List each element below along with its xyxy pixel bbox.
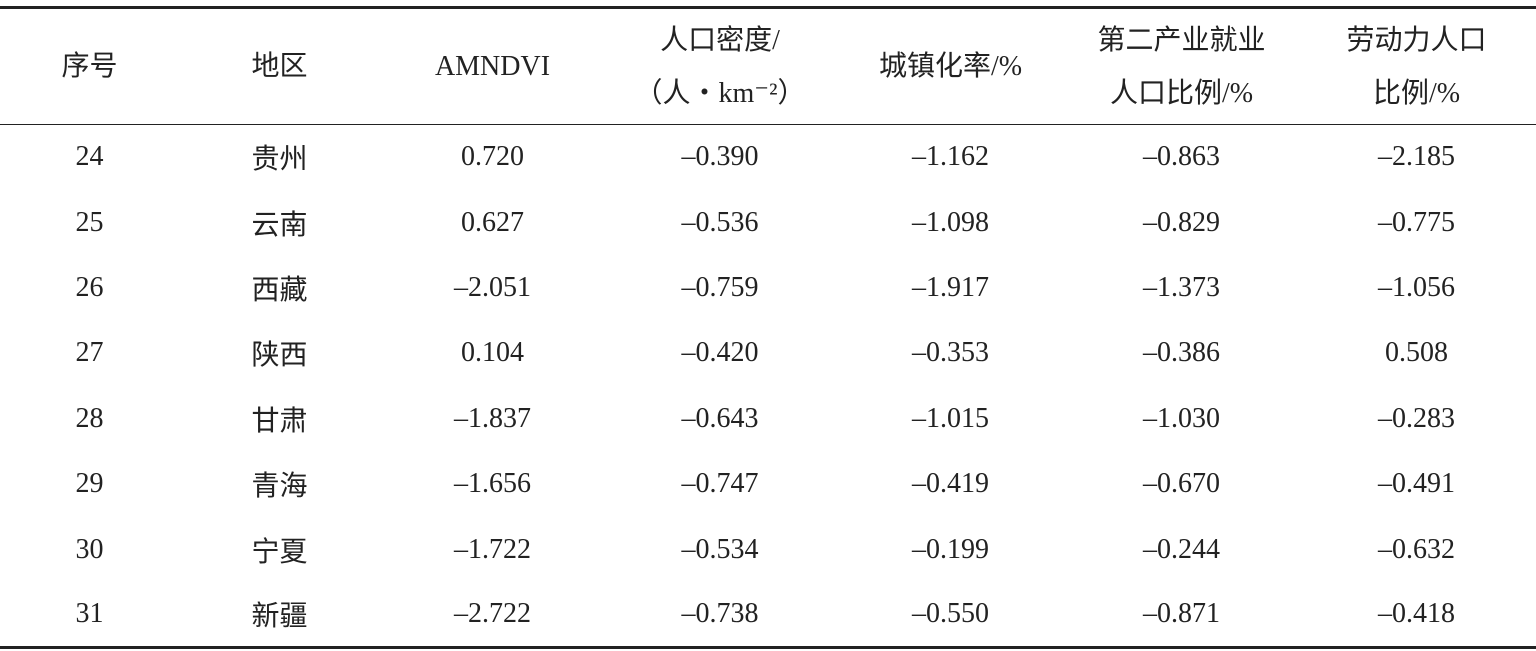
header-text: 比例/% — [1372, 77, 1461, 109]
table-cell: –2.722 — [454, 598, 531, 630]
table-cell: 27 — [75, 337, 104, 369]
table-cell: 25 — [75, 206, 104, 238]
table-row: 31 新疆 –2.722 –0.738 –0.550 –0.871 –0.418 — [0, 582, 1536, 647]
header-cell: AMNDVI — [380, 8, 605, 125]
table-cell: –0.491 — [1378, 468, 1455, 500]
table-cell: –0.199 — [912, 533, 989, 565]
table-cell: –0.871 — [1143, 598, 1220, 630]
table-cell: 31 — [75, 598, 104, 630]
header-text: 人口比例/% — [1109, 77, 1254, 109]
table-cell: 贵州 — [251, 144, 308, 176]
header-cell: 城镇化率/% — [835, 8, 1066, 125]
header-cell: 劳动力人口比例/% — [1297, 8, 1536, 125]
header-text: 地区 — [251, 51, 308, 82]
header-text: 第二产业就业 — [1097, 24, 1266, 56]
table-container: 序号 地区 AMNDVI 人口密度/ （人・km⁻²） 城镇化率/% 第二产业就业 人口比例/… — [0, 6, 1536, 649]
table-cell: 新疆 — [251, 601, 308, 633]
table-cell: –0.829 — [1143, 206, 1220, 238]
header-text: （人・km⁻²） — [634, 77, 806, 109]
table-row: 25 云南 0.627 –0.536 –1.098 –0.829 –0.775 — [0, 190, 1536, 255]
header-text: 序号 — [61, 51, 118, 82]
table-cell: 0.720 — [461, 141, 524, 173]
table-cell: –0.670 — [1143, 468, 1220, 500]
table-cell: –1.373 — [1143, 271, 1220, 303]
table-cell: –0.534 — [681, 533, 759, 565]
table-cell: –1.162 — [912, 141, 989, 173]
table-cell: –0.643 — [681, 402, 759, 434]
table-cell: –1.656 — [454, 468, 531, 500]
table-cell: 0.508 — [1385, 337, 1448, 369]
table-cell: –1.722 — [454, 533, 531, 565]
table-row: 27 陕西 0.104 –0.420 –0.353 –0.386 0.508 — [0, 321, 1536, 386]
table-cell: 云南 — [251, 209, 308, 241]
table-cell: 陕西 — [251, 340, 308, 372]
header-cell: 地区 — [179, 8, 380, 125]
table-cell: –0.419 — [912, 468, 989, 500]
table-cell: 26 — [75, 271, 104, 303]
table-cell: 28 — [75, 402, 104, 434]
table-cell: –0.759 — [681, 271, 759, 303]
table-cell: 30 — [75, 533, 104, 565]
table-header: 序号 地区 AMNDVI 人口密度/ （人・km⁻²） 城镇化率/% 第二产业就业 人口比例/… — [0, 7, 1536, 125]
table-cell: –0.418 — [1378, 598, 1455, 630]
header-cell: 序号 — [0, 8, 179, 125]
table-cell: –2.051 — [454, 271, 531, 303]
table-cell: –0.244 — [1143, 533, 1220, 565]
table-cell: –1.015 — [912, 402, 989, 434]
header-row: 序号 地区 AMNDVI 人口密度/ （人・km⁻²） 城镇化率/% 第二产业就业 人口比例/… — [0, 8, 1536, 125]
data-table: 序号 地区 AMNDVI 人口密度/ （人・km⁻²） 城镇化率/% 第二产业就业 人口比例/… — [0, 6, 1536, 649]
table-cell: –0.738 — [681, 598, 759, 630]
table-cell: –1.917 — [912, 271, 989, 303]
header-cell: 人口密度/ （人・km⁻²） — [605, 8, 835, 125]
header-text: AMNDVI — [434, 51, 551, 82]
table-row: 28 甘肃 –1.837 –0.643 –1.015 –1.030 –0.283 — [0, 386, 1536, 451]
table-cell: –0.536 — [681, 206, 759, 238]
table-cell: 甘肃 — [251, 405, 308, 437]
table-cell: 宁夏 — [251, 536, 308, 568]
table-cell: –1.098 — [912, 206, 989, 238]
table-cell: –0.353 — [912, 337, 989, 369]
table-cell: –0.386 — [1143, 337, 1220, 369]
table-cell: –0.632 — [1378, 533, 1455, 565]
table-cell: –0.390 — [681, 141, 759, 173]
table-cell: 29 — [75, 468, 104, 500]
table-cell: 0.627 — [461, 206, 524, 238]
header-cell: 第二产业就业 人口比例/% — [1066, 8, 1297, 125]
table-cell: 0.104 — [461, 337, 524, 369]
table-cell: –0.550 — [912, 598, 989, 630]
header-text: 城镇化率/% — [878, 51, 1023, 82]
header-text: 人口密度/ — [660, 24, 780, 56]
table-row: 26 西藏 –2.051 –0.759 –1.917 –1.373 –1.056 — [0, 255, 1536, 320]
table-cell: –0.747 — [681, 468, 759, 500]
table-cell: –1.056 — [1378, 271, 1455, 303]
table-cell: –0.283 — [1378, 402, 1455, 434]
table-cell: –0.775 — [1378, 206, 1455, 238]
table-cell: –2.185 — [1378, 141, 1455, 173]
table-cell: 西藏 — [251, 274, 308, 306]
table-cell: –0.420 — [681, 337, 759, 369]
table-cell: –1.837 — [454, 402, 531, 434]
header-text: 劳动力人口 — [1346, 24, 1487, 56]
table-cell: –1.030 — [1143, 402, 1220, 434]
table-row: 24 贵州 0.720 –0.390 –1.162 –0.863 –2.185 — [0, 125, 1536, 190]
table-cell: 24 — [75, 141, 104, 173]
table-body: 24 贵州 0.720 –0.390 –1.162 –0.863 –2.185 25 云南 0.6… — [0, 125, 1536, 648]
table-cell: 青海 — [251, 471, 308, 503]
table-row: 29 青海 –1.656 –0.747 –0.419 –0.670 –0.491 — [0, 451, 1536, 516]
table-row: 30 宁夏 –1.722 –0.534 –0.199 –0.244 –0.632 — [0, 517, 1536, 582]
table-cell: –0.863 — [1143, 141, 1220, 173]
